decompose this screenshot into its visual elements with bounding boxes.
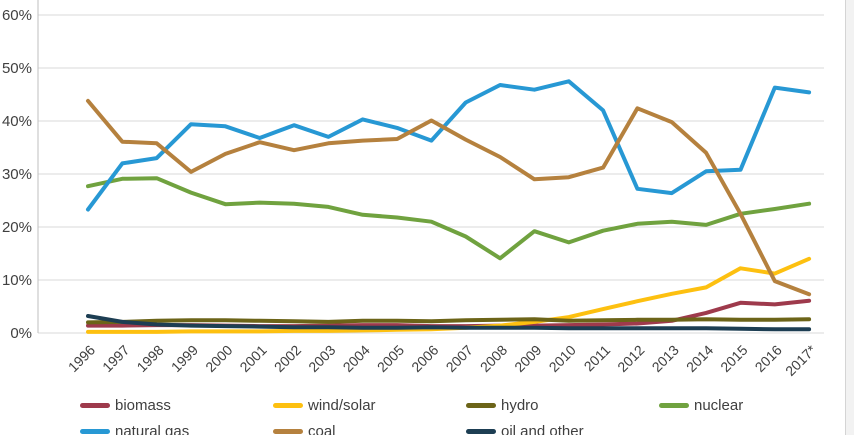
window-edge bbox=[845, 0, 854, 435]
x-axis-tick-label: 2009 bbox=[511, 342, 544, 375]
x-axis-tick-label: 2000 bbox=[202, 342, 235, 375]
legend-row: natural gas coal oil and other bbox=[80, 418, 854, 435]
series-line-natural-gas bbox=[86, 79, 812, 212]
chart-legend: biomass wind/solar hydro nuclear natural gas… bbox=[80, 392, 854, 435]
y-axis-tick-label: 0% bbox=[10, 325, 32, 342]
legend-label-nuclear: nuclear bbox=[694, 396, 744, 414]
x-axis-tick-label: 2015 bbox=[717, 342, 750, 375]
x-axis-tick-label: 2002 bbox=[271, 342, 304, 375]
x-axis-tick-label: 2012 bbox=[614, 342, 647, 375]
legend-item-wind-solar: wind/solar bbox=[273, 398, 466, 413]
x-axis-tick-label: 2003 bbox=[305, 342, 338, 375]
x-axis-tick-label: 2011 bbox=[581, 342, 614, 375]
legend-swatch-natural-gas bbox=[80, 428, 110, 434]
series-line-hydro bbox=[86, 317, 812, 325]
x-axis-tick-label: 1998 bbox=[133, 342, 166, 375]
y-axis-tick-label: 50% bbox=[2, 60, 32, 77]
x-axis-tick-label: 1997 bbox=[99, 342, 132, 375]
x-axis-tick-label: 2016 bbox=[752, 342, 785, 375]
legend-swatch-wind-solar bbox=[273, 402, 303, 408]
x-axis-tick-label: 2004 bbox=[339, 342, 372, 375]
legend-swatch-nuclear bbox=[659, 402, 689, 408]
energy-mix-line-chart: 0% 10% 20% 30% 40% 50% 60% 1996 1997 1998 1999 2000… bbox=[2, 0, 824, 379]
legend-item-nuclear: nuclear bbox=[659, 398, 852, 413]
series-line-coal bbox=[86, 98, 812, 297]
y-axis-tick-label: 20% bbox=[2, 219, 32, 236]
x-axis-tick-label: 2006 bbox=[408, 342, 441, 375]
series-line-oil-and-other bbox=[86, 314, 812, 332]
legend-swatch-hydro bbox=[466, 402, 496, 408]
y-axis-tick-label: 40% bbox=[2, 113, 32, 130]
x-axis-tick-label: 2001 bbox=[236, 342, 269, 375]
x-axis-tick-label: 1999 bbox=[168, 342, 201, 375]
legend-item-coal: coal bbox=[273, 424, 466, 435]
legend-label-biomass: biomass bbox=[115, 396, 171, 414]
legend-swatch-coal bbox=[273, 428, 303, 434]
legend-label-coal: coal bbox=[308, 422, 336, 435]
legend-item-biomass: biomass bbox=[80, 398, 273, 413]
legend-item-oil-and-other: oil and other bbox=[466, 424, 659, 435]
legend-label-wind-solar: wind/solar bbox=[308, 396, 376, 414]
x-axis-tick-label: 2014 bbox=[683, 342, 716, 375]
y-axis-tick-label: 60% bbox=[2, 7, 32, 24]
legend-label-natural-gas: natural gas bbox=[115, 422, 190, 435]
legend-swatch-biomass bbox=[80, 402, 110, 408]
x-axis-tick-label: 2017* bbox=[782, 341, 820, 379]
x-axis-tick-label: 2008 bbox=[477, 342, 510, 375]
y-axis-tick-label: 30% bbox=[2, 166, 32, 183]
legend-label-hydro: hydro bbox=[501, 396, 539, 414]
legend-label-oil-and-other: oil and other bbox=[501, 422, 584, 435]
legend-item-hydro: hydro bbox=[466, 398, 659, 413]
x-axis-tick-label: 2013 bbox=[649, 342, 682, 375]
y-axis-tick-label: 10% bbox=[2, 272, 32, 289]
series-line-nuclear bbox=[86, 176, 812, 261]
x-axis-tick-label: 2007 bbox=[443, 342, 476, 375]
x-axis-tick-label: 2005 bbox=[374, 342, 407, 375]
x-axis-tick-label: 2010 bbox=[546, 342, 579, 375]
legend-item-natural-gas: natural gas bbox=[80, 424, 273, 435]
legend-swatch-oil-and-other bbox=[466, 428, 496, 434]
legend-row: biomass wind/solar hydro nuclear bbox=[80, 392, 854, 418]
x-axis-tick-label: 1996 bbox=[65, 342, 98, 375]
